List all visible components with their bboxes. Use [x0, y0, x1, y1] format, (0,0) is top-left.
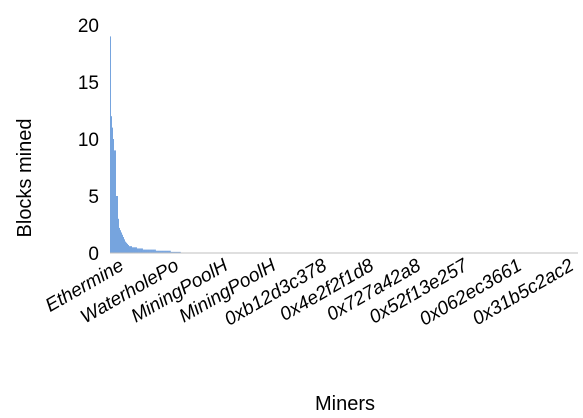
bar-group	[110, 36, 181, 254]
y-tick-label: 15	[78, 73, 99, 94]
bar	[116, 196, 117, 253]
bar	[162, 250, 164, 253]
bar	[173, 251, 175, 253]
bar	[164, 250, 166, 253]
bar	[174, 251, 176, 253]
bar	[150, 249, 152, 253]
bar	[176, 251, 178, 253]
y-tick-label: 0	[88, 244, 99, 265]
bar	[115, 150, 116, 253]
bar	[112, 127, 113, 253]
bar	[169, 250, 171, 253]
bar	[114, 150, 115, 253]
bar	[132, 247, 133, 253]
bar	[151, 249, 153, 253]
bar	[127, 243, 128, 253]
bar	[163, 250, 165, 253]
bar	[136, 248, 138, 253]
bar	[139, 248, 141, 253]
bar	[123, 237, 124, 253]
bar	[144, 249, 146, 253]
bar	[124, 239, 125, 253]
bar	[142, 249, 144, 253]
bar	[147, 249, 149, 253]
x-axis-title: Miners	[315, 393, 375, 413]
y-tick-label: 20	[78, 16, 99, 37]
bar	[177, 251, 179, 253]
bar	[125, 241, 126, 253]
bar	[141, 248, 143, 253]
bar	[128, 245, 129, 253]
bar	[146, 249, 148, 253]
bar	[159, 250, 161, 253]
bar	[137, 248, 139, 253]
bar	[122, 234, 123, 253]
bar	[154, 249, 156, 253]
bar	[134, 247, 136, 253]
x-axis-ticks: EthermineWaterholePoMiningPoolHMiningPoo…	[42, 254, 578, 330]
bar	[119, 227, 120, 253]
y-tick-label: 10	[78, 130, 99, 151]
bar	[171, 251, 173, 253]
bar	[133, 247, 134, 253]
bar	[120, 230, 121, 253]
bar	[158, 250, 160, 253]
bar	[166, 250, 168, 253]
bar	[129, 246, 130, 253]
bar	[175, 251, 177, 253]
bar	[138, 248, 140, 253]
bar	[130, 246, 131, 253]
bar	[111, 116, 112, 253]
bar	[126, 242, 127, 253]
bar	[145, 249, 147, 253]
bar	[167, 250, 169, 253]
bar	[178, 251, 180, 253]
bar	[161, 250, 163, 253]
y-tick-label: 5	[88, 187, 99, 208]
bar	[140, 248, 142, 253]
bar	[143, 249, 145, 253]
bar	[134, 247, 135, 253]
bar	[155, 250, 157, 253]
bar	[135, 247, 137, 253]
bar	[157, 250, 159, 253]
bar	[113, 139, 114, 253]
bar	[160, 250, 162, 253]
bar	[148, 249, 150, 253]
bar	[131, 246, 132, 253]
bar	[170, 251, 172, 253]
bar	[110, 36, 111, 254]
bar	[165, 250, 167, 253]
bar	[152, 249, 154, 253]
bar	[172, 251, 174, 253]
bar	[118, 218, 119, 253]
bar	[149, 249, 151, 253]
y-axis-title: Blocks mined	[14, 119, 36, 238]
bar	[168, 250, 170, 253]
bar	[117, 196, 118, 253]
bar	[156, 250, 158, 253]
bar	[153, 249, 155, 253]
bar	[179, 251, 181, 253]
bar	[121, 232, 122, 253]
y-axis-ticks: 0 5 10 15 20	[78, 16, 99, 265]
